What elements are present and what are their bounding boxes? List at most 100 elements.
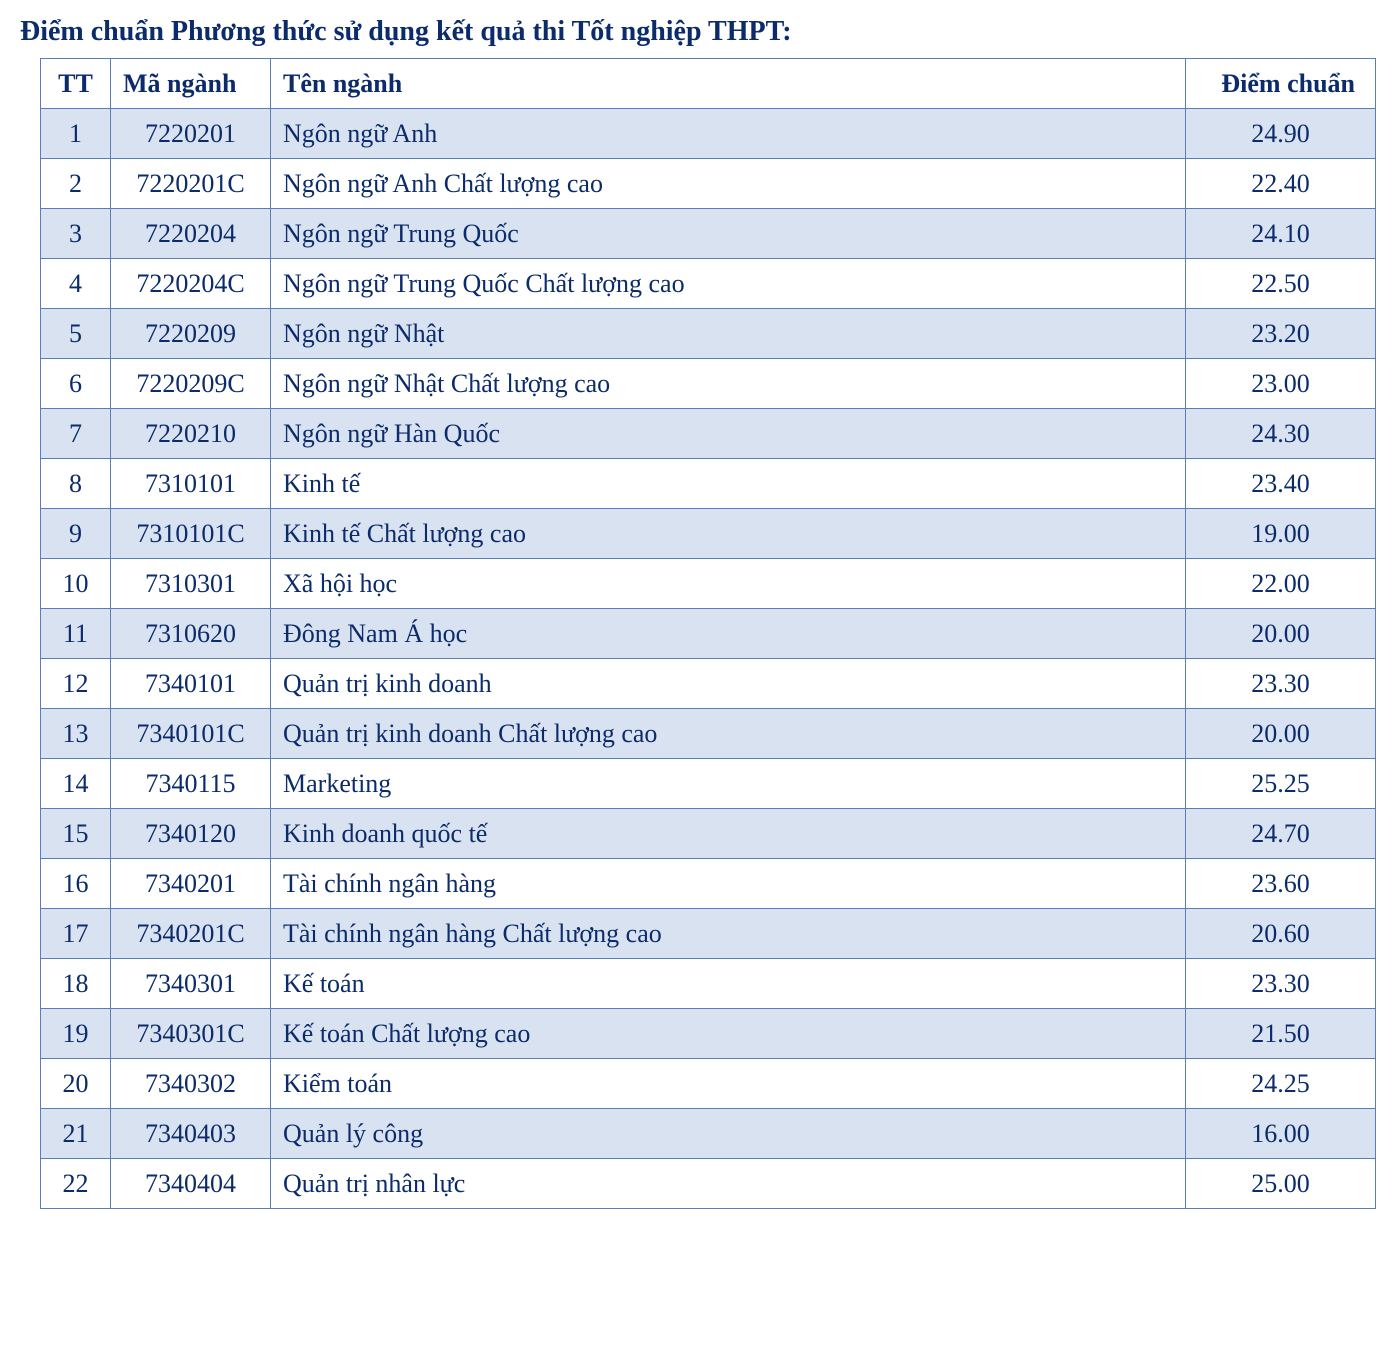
cell-tt: 8 <box>41 459 111 509</box>
cell-tt: 15 <box>41 809 111 859</box>
cell-code: 7340120 <box>111 809 271 859</box>
cell-code: 7220201C <box>111 159 271 209</box>
cell-code: 7220209 <box>111 309 271 359</box>
cell-tt: 11 <box>41 609 111 659</box>
cell-tt: 7 <box>41 409 111 459</box>
cell-name: Ngôn ngữ Anh <box>271 109 1186 159</box>
cell-code: 7310101 <box>111 459 271 509</box>
cell-code: 7340101C <box>111 709 271 759</box>
cell-score: 24.70 <box>1186 809 1376 859</box>
cell-code: 7340101 <box>111 659 271 709</box>
cell-score: 24.30 <box>1186 409 1376 459</box>
cell-name: Kinh doanh quốc tế <box>271 809 1186 859</box>
col-header-name: Tên ngành <box>271 59 1186 109</box>
cell-name: Marketing <box>271 759 1186 809</box>
cell-score: 23.20 <box>1186 309 1376 359</box>
cell-score: 25.00 <box>1186 1159 1376 1209</box>
table-row: 77220210Ngôn ngữ Hàn Quốc24.30 <box>41 409 1376 459</box>
table-row: 27220201CNgôn ngữ Anh Chất lượng cao22.4… <box>41 159 1376 209</box>
table-row: 67220209CNgôn ngữ Nhật Chất lượng cao23.… <box>41 359 1376 409</box>
table-container: TT Mã ngành Tên ngành Điểm chuẩn 1722020… <box>20 58 1376 1209</box>
cell-code: 7310301 <box>111 559 271 609</box>
table-row: 107310301Xã hội học22.00 <box>41 559 1376 609</box>
cell-score: 24.25 <box>1186 1059 1376 1109</box>
cell-code: 7310101C <box>111 509 271 559</box>
cell-name: Ngôn ngữ Trung Quốc <box>271 209 1186 259</box>
cell-tt: 20 <box>41 1059 111 1109</box>
cell-tt: 5 <box>41 309 111 359</box>
cell-tt: 2 <box>41 159 111 209</box>
cell-code: 7340301 <box>111 959 271 1009</box>
cell-score: 24.10 <box>1186 209 1376 259</box>
col-header-code: Mã ngành <box>111 59 271 109</box>
cell-score: 21.50 <box>1186 1009 1376 1059</box>
cell-name: Quản trị kinh doanh <box>271 659 1186 709</box>
table-row: 47220204CNgôn ngữ Trung Quốc Chất lượng … <box>41 259 1376 309</box>
cell-score: 20.00 <box>1186 709 1376 759</box>
cell-code: 7340404 <box>111 1159 271 1209</box>
cell-score: 23.00 <box>1186 359 1376 409</box>
cell-code: 7340201C <box>111 909 271 959</box>
cell-tt: 17 <box>41 909 111 959</box>
table-row: 167340201Tài chính ngân hàng23.60 <box>41 859 1376 909</box>
cell-name: Xã hội học <box>271 559 1186 609</box>
cell-code: 7340201 <box>111 859 271 909</box>
score-table: TT Mã ngành Tên ngành Điểm chuẩn 1722020… <box>40 58 1376 1209</box>
cell-name: Quản trị kinh doanh Chất lượng cao <box>271 709 1186 759</box>
cell-name: Kế toán Chất lượng cao <box>271 1009 1186 1059</box>
cell-name: Ngôn ngữ Trung Quốc Chất lượng cao <box>271 259 1186 309</box>
cell-name: Kiểm toán <box>271 1059 1186 1109</box>
cell-name: Ngôn ngữ Hàn Quốc <box>271 409 1186 459</box>
cell-code: 7220204C <box>111 259 271 309</box>
cell-code: 7310620 <box>111 609 271 659</box>
cell-score: 22.40 <box>1186 159 1376 209</box>
table-row: 197340301CKế toán Chất lượng cao21.50 <box>41 1009 1376 1059</box>
cell-score: 22.00 <box>1186 559 1376 609</box>
cell-tt: 3 <box>41 209 111 259</box>
table-row: 57220209Ngôn ngữ Nhật23.20 <box>41 309 1376 359</box>
cell-score: 23.40 <box>1186 459 1376 509</box>
table-row: 117310620Đông Nam Á học20.00 <box>41 609 1376 659</box>
table-row: 177340201CTài chính ngân hàng Chất lượng… <box>41 909 1376 959</box>
cell-score: 23.60 <box>1186 859 1376 909</box>
cell-name: Kinh tế Chất lượng cao <box>271 509 1186 559</box>
cell-name: Ngôn ngữ Nhật Chất lượng cao <box>271 359 1186 409</box>
table-row: 227340404Quản trị nhân lực25.00 <box>41 1159 1376 1209</box>
table-row: 217340403Quản lý công16.00 <box>41 1109 1376 1159</box>
cell-code: 7340302 <box>111 1059 271 1109</box>
cell-code: 7220204 <box>111 209 271 259</box>
cell-name: Ngôn ngữ Nhật <box>271 309 1186 359</box>
cell-name: Ngôn ngữ Anh Chất lượng cao <box>271 159 1186 209</box>
page-title: Điểm chuẩn Phương thức sử dụng kết quả t… <box>20 16 1376 48</box>
cell-score: 25.25 <box>1186 759 1376 809</box>
table-row: 147340115Marketing25.25 <box>41 759 1376 809</box>
table-row: 17220201Ngôn ngữ Anh24.90 <box>41 109 1376 159</box>
cell-name: Quản trị nhân lực <box>271 1159 1186 1209</box>
cell-name: Đông Nam Á học <box>271 609 1186 659</box>
cell-tt: 13 <box>41 709 111 759</box>
cell-code: 7220210 <box>111 409 271 459</box>
cell-code: 7220201 <box>111 109 271 159</box>
cell-score: 20.60 <box>1186 909 1376 959</box>
cell-tt: 4 <box>41 259 111 309</box>
cell-score: 24.90 <box>1186 109 1376 159</box>
cell-tt: 21 <box>41 1109 111 1159</box>
cell-name: Tài chính ngân hàng Chất lượng cao <box>271 909 1186 959</box>
cell-score: 19.00 <box>1186 509 1376 559</box>
table-row: 37220204Ngôn ngữ Trung Quốc24.10 <box>41 209 1376 259</box>
table-row: 87310101Kinh tế23.40 <box>41 459 1376 509</box>
col-header-score: Điểm chuẩn <box>1186 59 1376 109</box>
cell-name: Tài chính ngân hàng <box>271 859 1186 909</box>
cell-tt: 6 <box>41 359 111 409</box>
cell-tt: 16 <box>41 859 111 909</box>
cell-tt: 12 <box>41 659 111 709</box>
cell-code: 7340301C <box>111 1009 271 1059</box>
cell-score: 22.50 <box>1186 259 1376 309</box>
table-row: 207340302Kiểm toán24.25 <box>41 1059 1376 1109</box>
table-row: 187340301Kế toán23.30 <box>41 959 1376 1009</box>
cell-code: 7340115 <box>111 759 271 809</box>
table-row: 127340101Quản trị kinh doanh23.30 <box>41 659 1376 709</box>
cell-tt: 22 <box>41 1159 111 1209</box>
cell-code: 7340403 <box>111 1109 271 1159</box>
cell-name: Kế toán <box>271 959 1186 1009</box>
